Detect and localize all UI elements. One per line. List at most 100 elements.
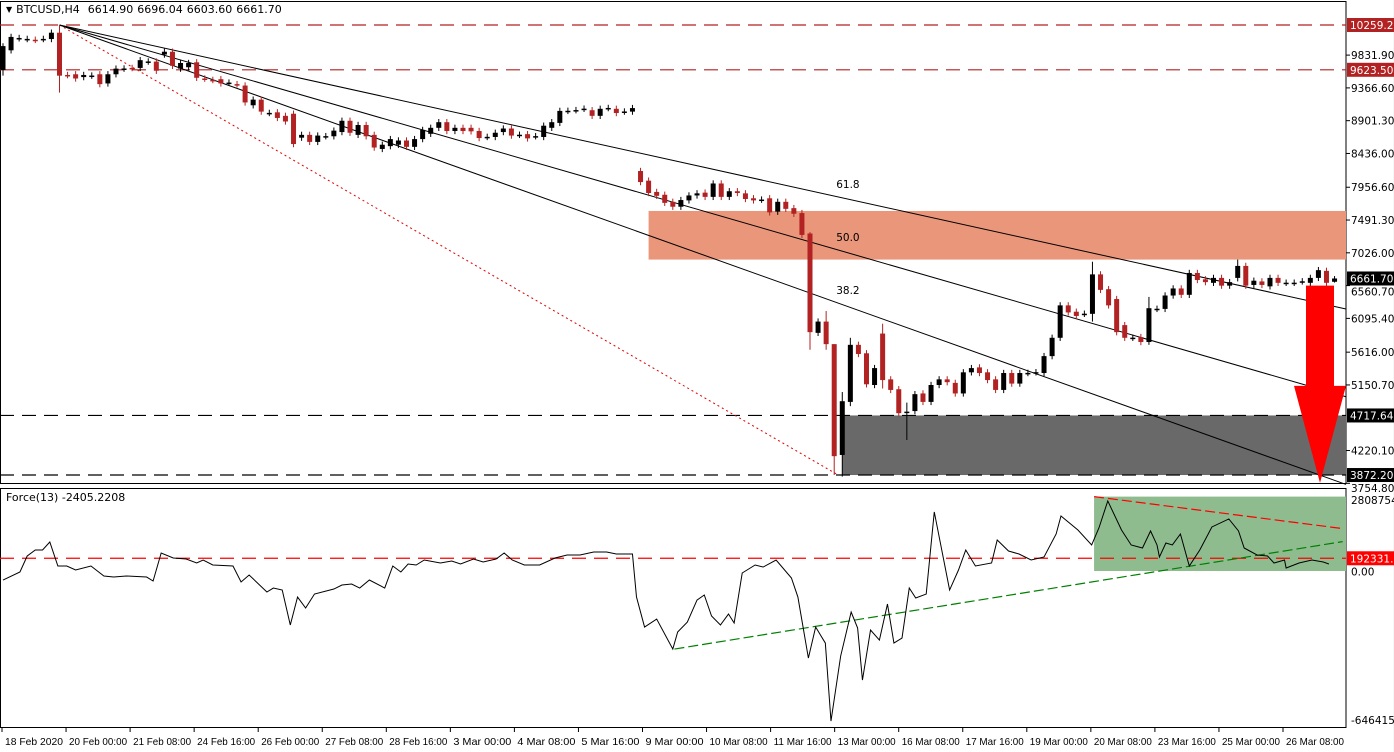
candle-body: [1138, 337, 1144, 343]
time-tick-label: 4 Mar 08:00: [517, 736, 575, 748]
candle-body: [137, 60, 143, 68]
candle: [1235, 259, 1241, 282]
level-price-tag: 10259.25: [1350, 20, 1394, 32]
candle-body: [468, 127, 474, 132]
candle-body: [97, 74, 103, 85]
candle: [783, 198, 789, 213]
candle-body: [839, 401, 845, 455]
candle-body: [89, 75, 95, 78]
candle: [775, 198, 781, 215]
price-tick-label: 6095.40: [1351, 313, 1394, 325]
candle: [420, 126, 426, 143]
candle-body: [928, 384, 934, 402]
candle-body: [266, 112, 272, 115]
symbol-label: BTCUSD,H4: [16, 3, 80, 16]
time-tick-label: 16 Mar 08:00: [902, 736, 960, 748]
candle-body: [783, 201, 789, 209]
candle: [81, 71, 87, 81]
candle-body: [1243, 265, 1249, 286]
candle: [65, 71, 71, 79]
candle-body: [1275, 277, 1281, 283]
price-pane[interactable]: 61.8 50.0 38.2: [0, 1, 1347, 485]
candle: [242, 82, 248, 106]
time-tick-label: 21 Feb 08:00: [133, 736, 191, 748]
candle-body: [48, 32, 54, 40]
candle: [307, 131, 313, 146]
candle: [759, 196, 765, 203]
candle-body: [726, 191, 732, 197]
candle: [1275, 274, 1281, 287]
candle-body: [428, 127, 434, 134]
candle-body: [605, 107, 611, 110]
candle-body: [1073, 311, 1079, 316]
candle: [1025, 369, 1031, 377]
candle-body: [1202, 279, 1208, 283]
fib-fan-line: [59, 24, 1347, 310]
candle-body: [460, 127, 466, 131]
candle: [218, 76, 224, 87]
candle-body: [484, 136, 490, 139]
time-tick-label: 24 Feb 16:00: [197, 736, 255, 748]
current-price-tag: 6661.70: [1350, 273, 1393, 285]
candle: [1089, 261, 1095, 322]
candle-body: [121, 68, 127, 70]
candle-body: [81, 74, 87, 78]
candle: [823, 311, 829, 350]
candle: [97, 71, 103, 88]
candle-body: [202, 78, 208, 80]
low-value: 6603.60: [186, 3, 233, 16]
candle-body: [872, 368, 878, 385]
candle-body: [315, 135, 321, 142]
candle: [976, 364, 982, 377]
candle: [791, 204, 797, 217]
candle: [1211, 274, 1216, 287]
candle: [1178, 285, 1184, 298]
candle-body: [395, 140, 401, 145]
price-tick-label: 5616.00: [1351, 347, 1394, 359]
candle: [872, 364, 878, 389]
candle-body: [500, 128, 506, 133]
candle-body: [1267, 277, 1273, 287]
candle: [920, 390, 926, 406]
candle-body: [565, 110, 571, 113]
candle-body: [985, 372, 991, 381]
candle-body: [129, 67, 135, 70]
candle-body: [355, 125, 361, 135]
candle-body: [1130, 337, 1136, 340]
candle-body: [153, 61, 159, 71]
candle: [1073, 308, 1079, 320]
candle: [654, 188, 660, 199]
candle: [525, 130, 531, 142]
candle: [56, 25, 62, 93]
fib-fan-label: 50.0: [836, 232, 859, 244]
candle-body: [823, 321, 829, 345]
candle: [565, 107, 571, 115]
time-tick-label: 3 Mar 00:00: [453, 736, 511, 748]
candle: [896, 386, 902, 417]
candle: [863, 350, 869, 388]
candle-body: [831, 344, 837, 457]
time-tick-label: 27 Feb 08:00: [325, 736, 383, 748]
candle: [371, 131, 377, 151]
candle-body: [404, 140, 409, 147]
fib-fan-label: 38.2: [836, 285, 859, 297]
candle-body: [258, 99, 264, 112]
candle-body: [339, 120, 345, 133]
time-tick-label: 28 Feb 16:00: [389, 736, 447, 748]
level-price-tag-bg: [1347, 62, 1394, 77]
candle: [751, 195, 757, 204]
level-price-tag: 4717.64: [1350, 410, 1394, 422]
price-tick-label: 9831.90: [1351, 50, 1394, 62]
candle: [1146, 296, 1152, 345]
candle: [113, 65, 119, 78]
candle: [1017, 369, 1023, 387]
force-indicator-pane[interactable]: [0, 488, 1347, 728]
candle-body: [1089, 274, 1095, 314]
collapse-triangle-icon[interactable]: ▼: [6, 5, 13, 14]
candle: [638, 167, 644, 186]
candle: [299, 131, 305, 141]
candle-body: [1194, 272, 1200, 281]
candle: [742, 190, 748, 203]
